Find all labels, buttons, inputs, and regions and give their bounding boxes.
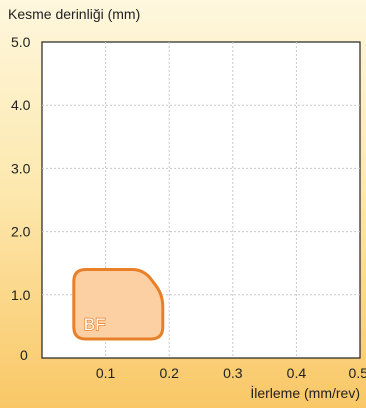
x-tick-labels: 0.1 0.2 0.3 0.4 0.5 xyxy=(96,365,366,381)
bf-region-label: BF xyxy=(84,315,106,334)
bf-region xyxy=(72,268,165,341)
x-tick-label: 0.5 xyxy=(349,365,366,381)
y-tick-labels: 0 1.0 2.0 3.0 4.0 5.0 xyxy=(11,34,31,363)
y-tick-label: 4.0 xyxy=(11,97,31,113)
y-axis-title: Kesme derinliği (mm) xyxy=(8,6,141,22)
y-tick-label: 1.0 xyxy=(11,287,31,303)
x-axis-title: İlerleme (mm/rev) xyxy=(250,385,360,401)
y-tick-label: 3.0 xyxy=(11,160,31,176)
y-tick-label: 5.0 xyxy=(11,34,31,50)
y-tick-label: 2.0 xyxy=(11,224,31,240)
y-tick-label: 0 xyxy=(20,347,28,363)
x-tick-label: 0.1 xyxy=(96,365,116,381)
x-tick-label: 0.4 xyxy=(287,365,307,381)
x-tick-label: 0.2 xyxy=(159,365,179,381)
x-tick-label: 0.3 xyxy=(223,365,243,381)
